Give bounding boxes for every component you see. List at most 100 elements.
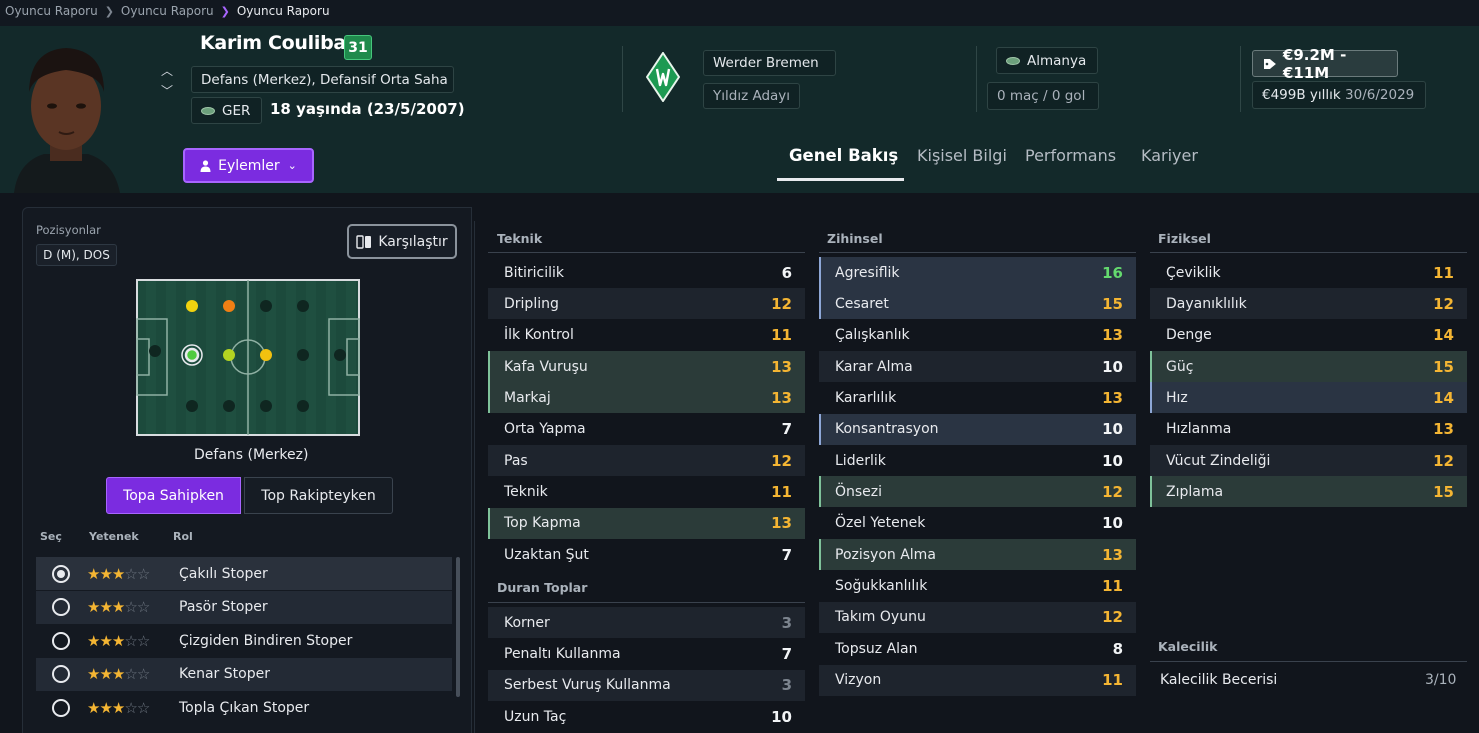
attribute-name: Kafa Vuruşu xyxy=(504,358,588,375)
in-possession-button[interactable]: Topa Sahipken xyxy=(106,477,241,514)
country-pill[interactable]: Almanya xyxy=(996,47,1098,74)
attribute-row[interactable]: Markaj 13 xyxy=(488,382,805,414)
attribute-name: Kararlılık xyxy=(835,389,897,406)
previous-player-button[interactable]: ︿ xyxy=(161,64,174,78)
star-icon: ★ xyxy=(99,698,112,717)
position-dot xyxy=(186,300,198,312)
tab-performance[interactable]: Performans xyxy=(1025,146,1117,165)
attribute-row[interactable]: Pas 12 xyxy=(488,445,805,477)
role-radio[interactable] xyxy=(52,698,70,717)
attribute-value: 11 xyxy=(1102,577,1123,595)
attribute-name: Cesaret xyxy=(835,295,889,312)
breadcrumb-item[interactable]: Oyuncu Raporu xyxy=(5,4,98,18)
col-select-header: Seç xyxy=(40,530,62,543)
attribute-value: 15 xyxy=(1433,482,1454,501)
position-dot xyxy=(297,349,309,361)
physical-title: Fiziksel xyxy=(1158,231,1211,246)
chevron-down-icon: ⌄ xyxy=(287,159,297,172)
star-icon: ★ xyxy=(87,631,100,650)
role-row[interactable]: ★★★☆☆ Pasör Stoper xyxy=(36,590,452,624)
tab-overview[interactable]: Genel Bakış xyxy=(789,146,899,165)
attribute-row[interactable]: Serbest Vuruş Kullanma 3 xyxy=(488,669,805,701)
attribute-row[interactable]: Agresiflik 16 xyxy=(819,257,1136,288)
attribute-name: Liderlik xyxy=(835,452,886,469)
attribute-row[interactable]: Zıplama 15 xyxy=(1150,476,1467,508)
attribute-row[interactable]: Top Kapma 13 xyxy=(488,507,805,539)
attribute-value: 13 xyxy=(1433,420,1454,439)
attribute-row[interactable]: Kararlılık 13 xyxy=(819,382,1136,413)
role-row[interactable]: ★★★☆☆ Çakılı Stoper xyxy=(36,557,452,590)
attribute-row[interactable]: Önsezi 12 xyxy=(819,476,1136,508)
attribute-row[interactable]: Güç 15 xyxy=(1150,351,1467,383)
attribute-row[interactable]: İlk Kontrol 11 xyxy=(488,320,805,351)
star-icon: ☆ xyxy=(124,665,137,683)
role-row[interactable]: ★★★☆☆ Topla Çıkan Stoper xyxy=(36,691,452,724)
attribute-value: 8 xyxy=(1112,639,1123,658)
attribute-row[interactable]: Orta Yapma 7 xyxy=(488,414,805,445)
attribute-name: Hızlanma xyxy=(1166,421,1232,438)
positions-pill: Defans (Merkez), Defansif Orta Saha xyxy=(191,66,454,93)
star-icon: ☆ xyxy=(136,665,150,683)
attribute-row[interactable]: Konsantrasyon 10 xyxy=(819,413,1136,445)
attribute-row[interactable]: Liderlik 10 xyxy=(819,445,1136,476)
attribute-name: Topsuz Alan xyxy=(835,640,918,657)
attribute-row[interactable]: Hızlanma 13 xyxy=(1150,414,1467,445)
attribute-row[interactable]: Çalışkanlık 13 xyxy=(819,320,1136,351)
attribute-row[interactable]: Özel Yetenek 10 xyxy=(819,508,1136,539)
attribute-row[interactable]: Takım Oyunu 12 xyxy=(819,601,1136,633)
attribute-name: Agresiflik xyxy=(835,264,900,281)
attribute-row[interactable]: Cesaret 15 xyxy=(819,288,1136,320)
role-radio[interactable] xyxy=(52,564,70,583)
role-rating-stars: ★★★☆☆ xyxy=(87,631,150,650)
attribute-row[interactable]: Dripling 12 xyxy=(488,288,805,320)
attribute-row[interactable]: Pozisyon Alma 13 xyxy=(819,539,1136,571)
next-player-button[interactable]: ﹀ xyxy=(161,84,174,98)
attribute-row[interactable]: Hız 14 xyxy=(1150,382,1467,414)
attribute-row[interactable]: Penaltı Kullanma 7 xyxy=(488,638,805,669)
attribute-row[interactable]: Kafa Vuruşu 13 xyxy=(488,351,805,383)
attribute-value: 7 xyxy=(781,644,792,663)
attribute-name: Markaj xyxy=(504,389,551,406)
role-radio[interactable] xyxy=(52,631,70,650)
attribute-row[interactable]: Soğukkanlılık 11 xyxy=(819,571,1136,602)
attribute-value: 14 xyxy=(1433,326,1454,345)
star-icon: ☆ xyxy=(124,631,137,650)
attribute-row[interactable]: Topsuz Alan 8 xyxy=(819,633,1136,664)
attribute-row[interactable]: Uzun Taç 10 xyxy=(488,701,805,732)
compare-button[interactable]: Karşılaştır xyxy=(347,224,457,259)
role-row[interactable]: ★★★☆☆ Kenar Stoper xyxy=(36,657,452,691)
attribute-row[interactable]: Bitiricilik 6 xyxy=(488,257,805,288)
tab-career[interactable]: Kariyer xyxy=(1141,146,1198,165)
contract-pill: €499B yıllık 30/6/2029 xyxy=(1252,81,1426,109)
attribute-row[interactable]: Vizyon 11 xyxy=(819,664,1136,696)
club-pill[interactable]: Werder Bremen xyxy=(703,50,836,76)
attribute-value: 12 xyxy=(1433,451,1454,470)
position-dot-selected xyxy=(184,347,200,363)
compare-icon xyxy=(356,234,372,249)
out-of-possession-button[interactable]: Top Rakipteyken xyxy=(244,477,393,514)
star-icon: ☆ xyxy=(124,698,137,717)
attribute-row[interactable]: Denge 14 xyxy=(1150,320,1467,351)
role-row[interactable]: ★★★☆☆ Çizgiden Bindiren Stoper xyxy=(36,624,452,657)
star-icon: ★ xyxy=(87,698,100,717)
active-tab-indicator xyxy=(777,178,904,181)
attribute-row[interactable]: Korner 3 xyxy=(488,607,805,638)
role-radio[interactable] xyxy=(52,598,70,616)
actions-button[interactable]: Eylemler ⌄ xyxy=(183,148,314,183)
role-list-scrollbar[interactable] xyxy=(456,557,460,697)
goalkeeping-skill-value: 3/10 xyxy=(1425,672,1457,688)
attribute-row[interactable]: Uzaktan Şut 7 xyxy=(488,539,805,570)
tab-personal-info[interactable]: Kişisel Bilgi xyxy=(917,146,1007,165)
attribute-row[interactable]: Çeviklik 11 xyxy=(1150,257,1467,288)
attribute-row[interactable]: Vücut Zindeliği 12 xyxy=(1150,445,1467,477)
attribute-value: 3 xyxy=(781,676,792,695)
attribute-row[interactable]: Dayanıklılık 12 xyxy=(1150,288,1467,320)
attribute-value: 10 xyxy=(1102,357,1123,376)
club-crest-icon[interactable] xyxy=(645,51,681,106)
attribute-row[interactable]: Teknik 11 xyxy=(488,476,805,507)
attribute-row[interactable]: Karar Alma 10 xyxy=(819,351,1136,383)
player-header: ︿ ﹀ Karim Coulibaly 31 Defans (Merkez), … xyxy=(0,26,1479,193)
role-radio[interactable] xyxy=(52,665,70,683)
breadcrumb-item[interactable]: Oyuncu Raporu xyxy=(120,4,214,18)
caps-pill: 0 maç / 0 gol xyxy=(987,82,1099,110)
